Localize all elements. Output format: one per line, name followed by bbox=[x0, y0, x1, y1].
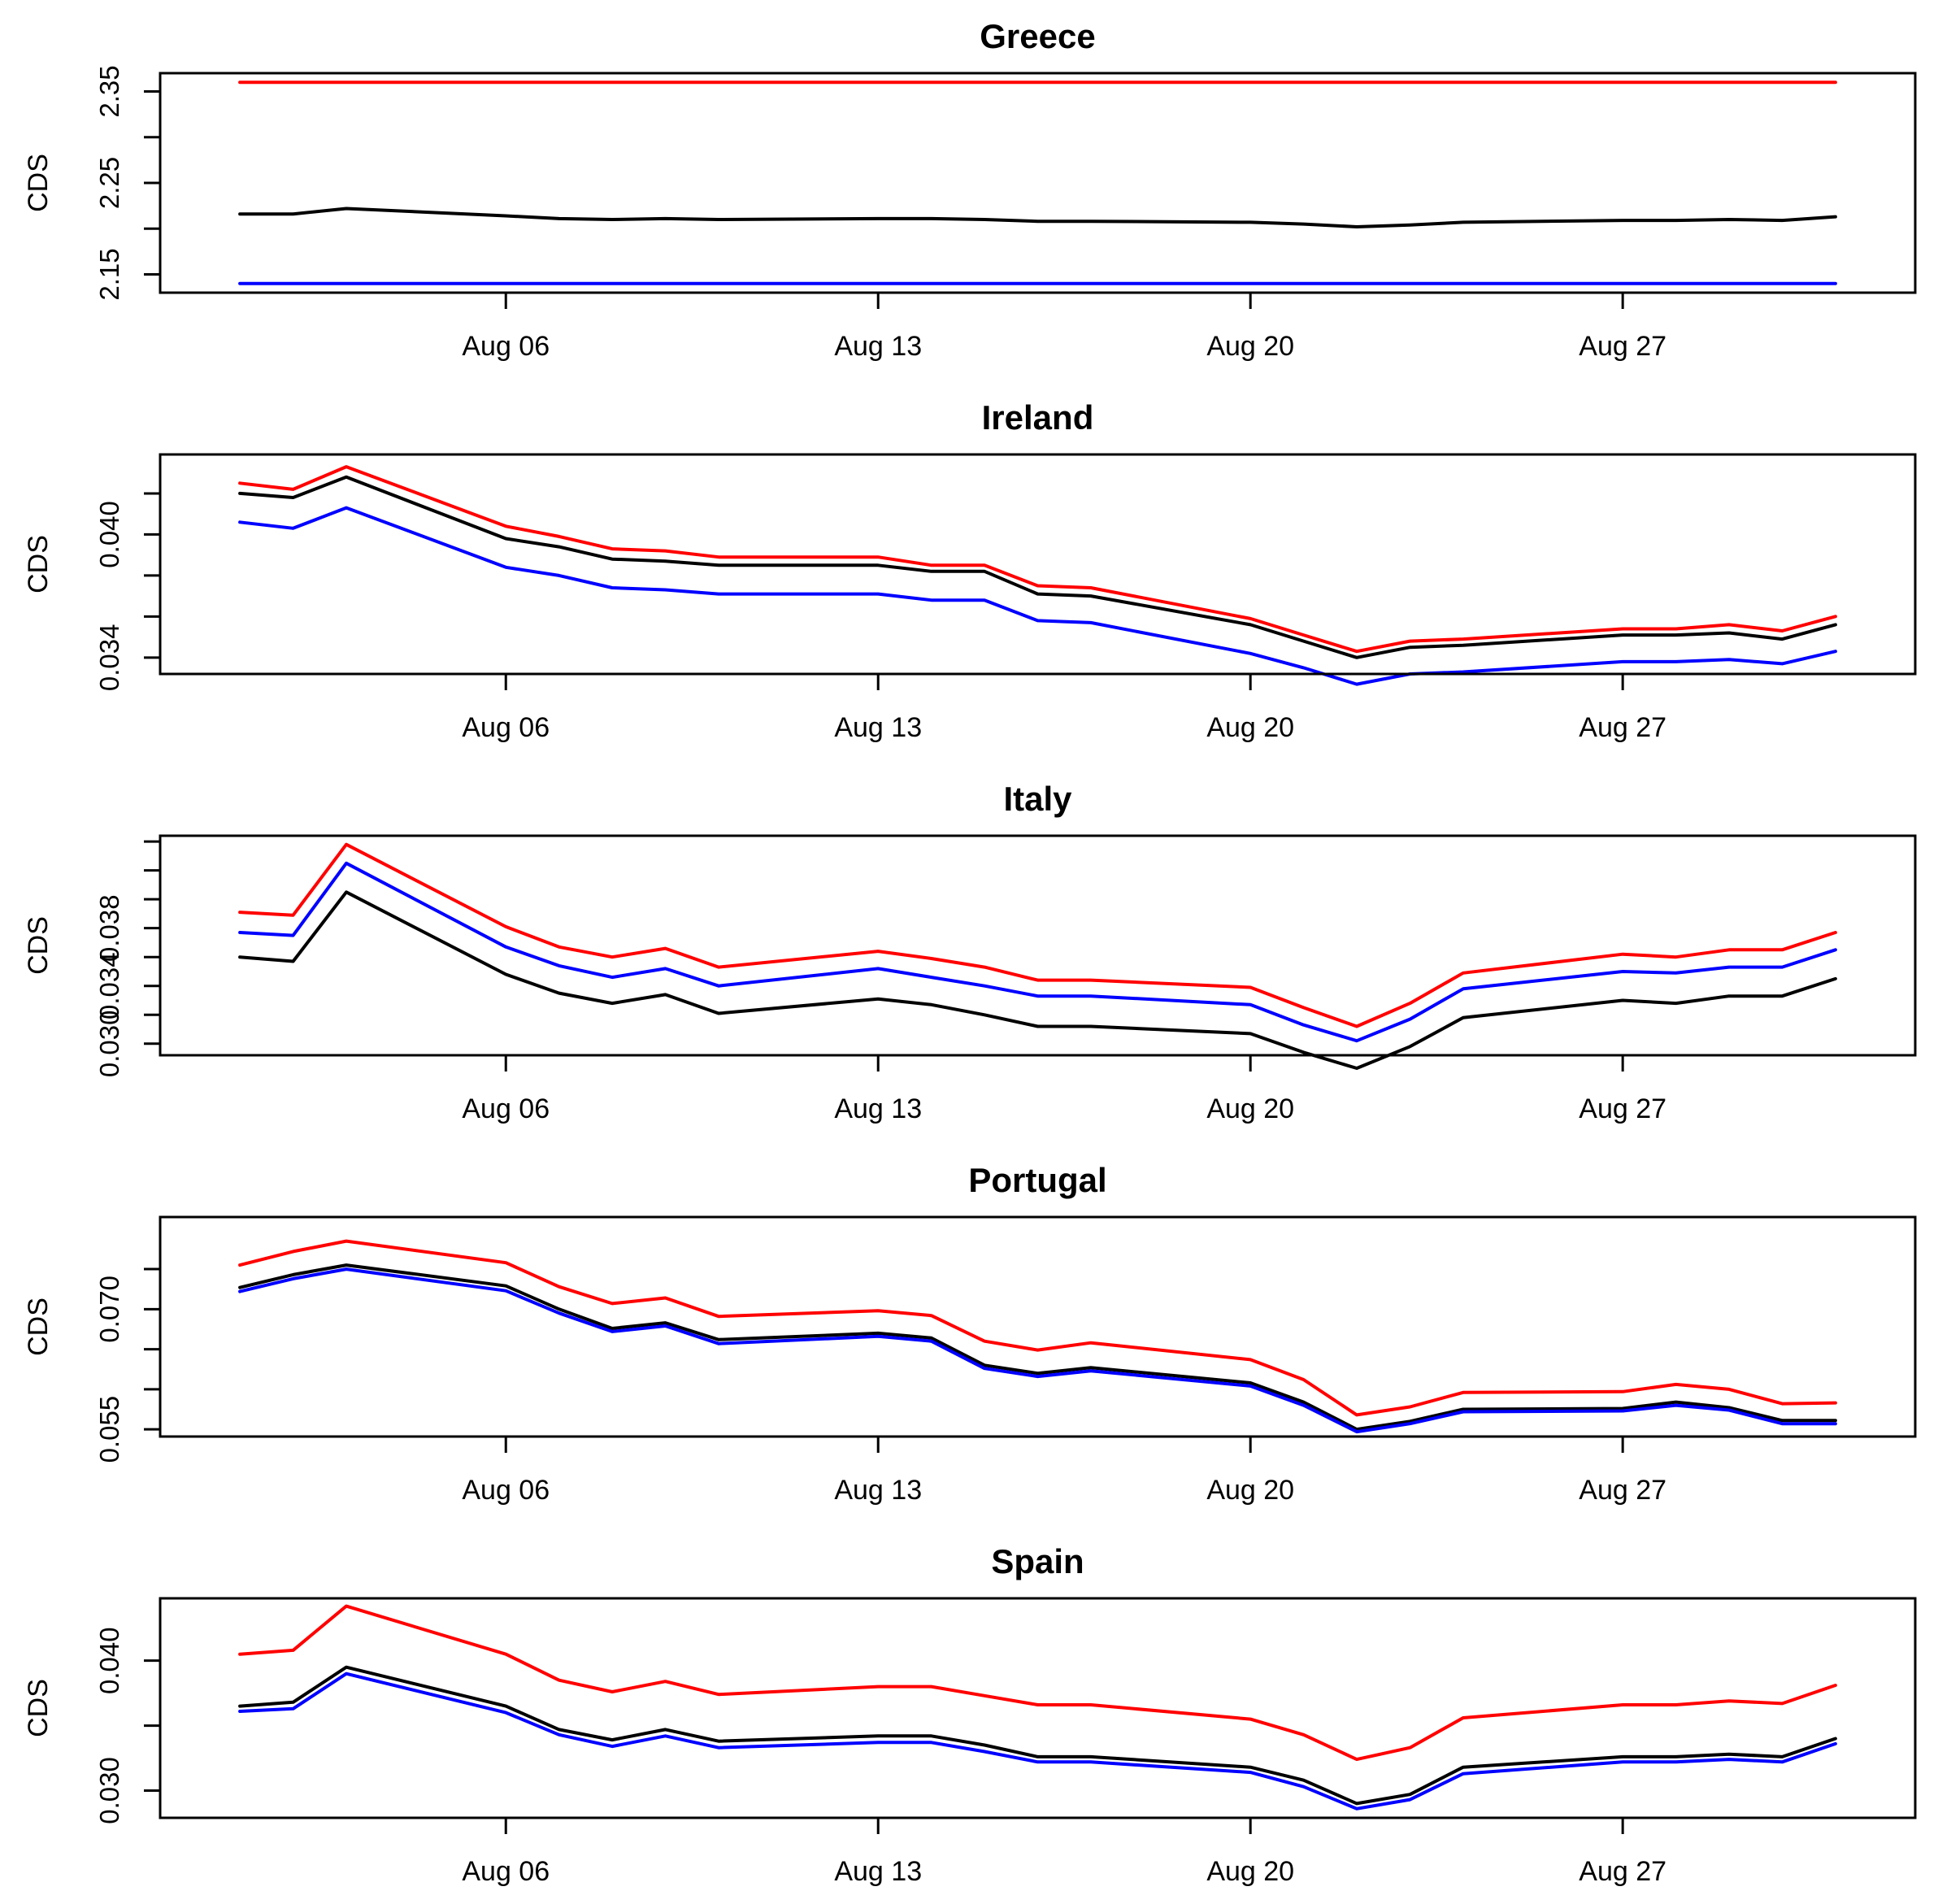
panel-ireland: Ireland CDS 0.034 0.040 Aug 06 Aug 13 Aug 20 Au… bbox=[23, 398, 1917, 743]
y-tick-label: 0.030 bbox=[94, 1757, 124, 1824]
series-line-upper bbox=[238, 1604, 1837, 1762]
series-line-lower bbox=[238, 1671, 1837, 1811]
plot-frame bbox=[159, 834, 1917, 1057]
x-tick-label: Aug 06 bbox=[462, 1856, 550, 1887]
chart-title: Ireland bbox=[982, 398, 1094, 437]
series-line-estimate bbox=[238, 475, 1837, 659]
panel-portugal: Portugal CDS 0.055 0.070 Aug 06 Aug 13 Aug 20 A… bbox=[23, 1161, 1917, 1506]
series-line-estimate bbox=[238, 1665, 1837, 1806]
x-tick-label: Aug 27 bbox=[1579, 1856, 1666, 1887]
x-tick-label: Aug 20 bbox=[1206, 1475, 1294, 1506]
panel-greece: Greece CDS 2.15 2.25 2.35 Aug 06 Aug 13 Aug 20 A… bbox=[23, 17, 1917, 362]
series-line-upper bbox=[238, 465, 1837, 654]
y-tick-label: 0.070 bbox=[94, 1276, 124, 1343]
x-tick-label: Aug 20 bbox=[1206, 1093, 1294, 1124]
plot-frame bbox=[159, 453, 1917, 676]
series-line-estimate bbox=[238, 1263, 1837, 1432]
y-axis-label: CDS bbox=[23, 154, 54, 212]
chart-title: Portugal bbox=[968, 1161, 1106, 1199]
x-tick-label: Aug 20 bbox=[1206, 1856, 1294, 1887]
y-tick-label: 2.25 bbox=[94, 157, 124, 209]
y-tick-label: 0.040 bbox=[94, 1627, 124, 1694]
series-line-estimate bbox=[238, 890, 1837, 1070]
series-line-estimate bbox=[238, 206, 1837, 228]
plot-frame bbox=[159, 72, 1917, 294]
x-tick-label: Aug 06 bbox=[462, 712, 550, 743]
x-tick-label: Aug 13 bbox=[834, 1475, 922, 1506]
chart-title: Greece bbox=[980, 17, 1095, 55]
y-axis-label: CDS bbox=[23, 916, 54, 975]
x-tick-label: Aug 27 bbox=[1579, 1475, 1666, 1506]
x-tick-label: Aug 13 bbox=[834, 331, 922, 362]
y-axis-label: CDS bbox=[23, 1298, 54, 1356]
x-tick-label: Aug 27 bbox=[1579, 712, 1666, 743]
series-line-upper bbox=[238, 842, 1837, 1028]
chart-title: Italy bbox=[1003, 780, 1072, 818]
y-tick-label: 0.034 bbox=[94, 624, 124, 692]
y-axis-label: CDS bbox=[23, 535, 54, 593]
x-tick-label: Aug 06 bbox=[462, 1475, 550, 1506]
x-tick-label: Aug 13 bbox=[834, 1093, 922, 1124]
panel-spain: Spain CDS 0.030 0.040 Aug 06 Aug 13 Aug 20 Aug … bbox=[23, 1542, 1917, 1887]
y-tick-label: 0.030 bbox=[94, 1010, 124, 1077]
x-tick-label: Aug 27 bbox=[1579, 331, 1666, 362]
series-line-upper bbox=[238, 1239, 1837, 1417]
x-tick-label: Aug 13 bbox=[834, 1856, 922, 1887]
x-tick-label: Aug 06 bbox=[462, 331, 550, 362]
plot-frame bbox=[159, 1597, 1917, 1819]
chart-title: Spain bbox=[991, 1542, 1084, 1580]
y-tick-label: 0.040 bbox=[94, 501, 124, 568]
series-line-lower bbox=[238, 506, 1837, 686]
x-tick-label: Aug 13 bbox=[834, 712, 922, 743]
x-tick-label: Aug 06 bbox=[462, 1093, 550, 1124]
y-tick-label: 2.15 bbox=[94, 248, 124, 300]
y-tick-label: 0.055 bbox=[94, 1396, 124, 1463]
y-tick-label: 0.034 bbox=[94, 952, 124, 1019]
plot-frame bbox=[159, 1215, 1917, 1438]
series-line-lower bbox=[238, 861, 1837, 1043]
x-tick-label: Aug 27 bbox=[1579, 1093, 1666, 1124]
x-tick-label: Aug 20 bbox=[1206, 712, 1294, 743]
x-tick-label: Aug 20 bbox=[1206, 331, 1294, 362]
y-tick-label: 0.038 bbox=[94, 894, 124, 962]
y-tick-label: 2.35 bbox=[94, 65, 124, 117]
series-line-lower bbox=[238, 1267, 1837, 1434]
y-axis-label: CDS bbox=[23, 1679, 54, 1737]
